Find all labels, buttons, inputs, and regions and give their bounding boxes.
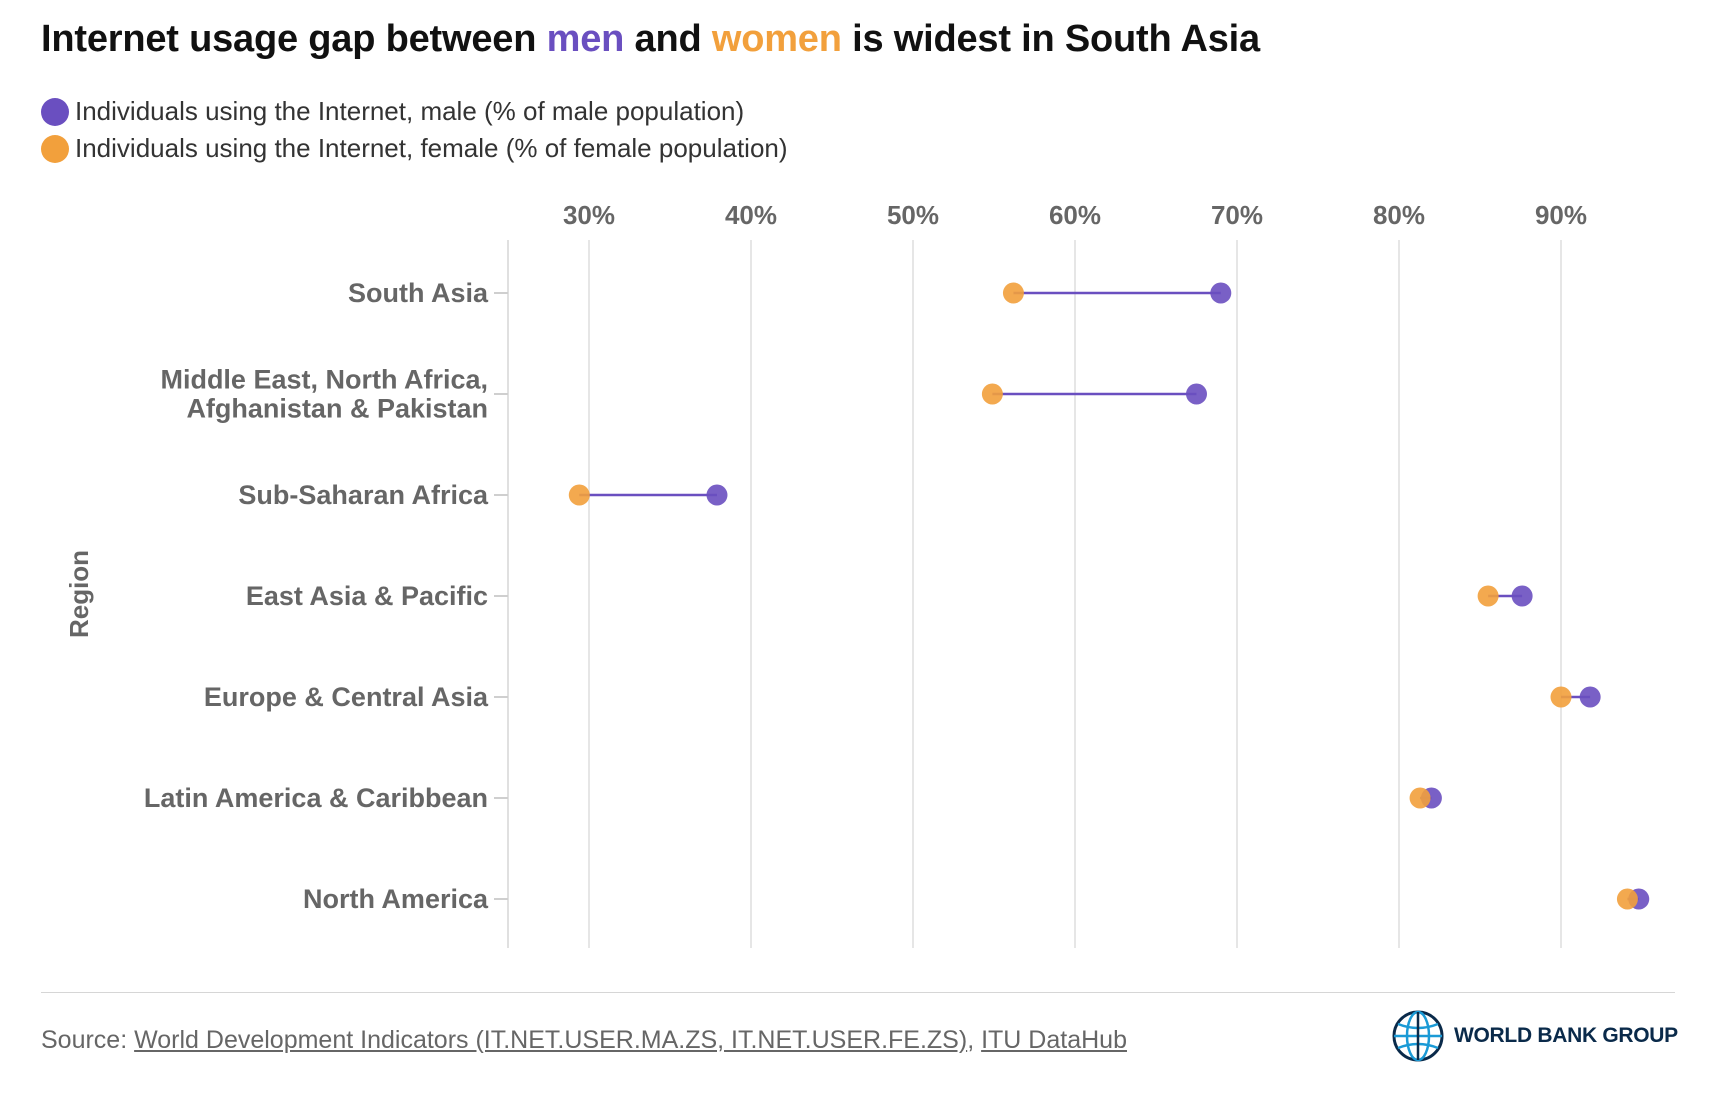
x-tick-label-90: 90% — [1535, 200, 1587, 230]
y-tick-label-6: North America — [303, 884, 489, 914]
x-tick-label-50: 50% — [887, 200, 939, 230]
male-point-3 — [1511, 585, 1533, 607]
source-prefix: Source: — [41, 1026, 135, 1054]
female-point-2 — [568, 484, 590, 506]
y-tick-label-4: Europe & Central Asia — [204, 682, 489, 712]
world-bank-logo[interactable]: WORLD BANK GROUP — [1390, 1008, 1678, 1064]
y-tick-label-line: Middle East, North Africa, — [160, 365, 488, 395]
source-link-itu[interactable]: ITU DataHub — [981, 1026, 1127, 1054]
female-point-0 — [1002, 282, 1024, 304]
y-tick-label-3: East Asia & Pacific — [246, 581, 488, 611]
x-tick-label-80: 80% — [1373, 200, 1425, 230]
legend-dot-male-icon — [41, 97, 69, 126]
logo-text: WORLD BANK GROUP — [1454, 1024, 1678, 1047]
female-point-4 — [1550, 686, 1572, 708]
source-separator: , — [967, 1026, 982, 1054]
legend-label-female: Individuals using the Internet, female (… — [75, 133, 788, 163]
male-point-2 — [706, 484, 728, 506]
title-part1: Internet usage gap between — [41, 18, 547, 60]
title-part2: and — [624, 18, 712, 60]
y-tick-label-line: North America — [303, 884, 489, 914]
female-point-3 — [1477, 585, 1499, 607]
female-point-5 — [1409, 787, 1431, 809]
female-point-1 — [981, 383, 1003, 405]
chart-title: Internet usage gap between men and women… — [41, 18, 1260, 61]
y-tick-label-line: Europe & Central Asia — [204, 682, 489, 712]
legend-item-male[interactable]: Individuals using the Internet, male (% … — [41, 96, 744, 127]
y-tick-label-line: Sub-Saharan Africa — [238, 480, 489, 510]
title-part3: is widest in South Asia — [841, 18, 1260, 60]
y-tick-label-line: Afghanistan & Pakistan — [186, 394, 488, 424]
y-tick-label-0: South Asia — [348, 278, 489, 308]
y-tick-label-2: Sub-Saharan Africa — [238, 480, 489, 510]
x-tick-label-40: 40% — [725, 200, 777, 230]
legend-item-female[interactable]: Individuals using the Internet, female (… — [41, 133, 788, 164]
dumbbell-chart: 30% 40% 50% 60% 70% 80% 90% Region South Asia Mid… — [64, 200, 1650, 948]
x-tick-label-70: 70% — [1211, 200, 1263, 230]
y-tick-label-1: Middle East, North Africa, Afghanistan & … — [160, 365, 488, 424]
y-tick-label-line: South Asia — [348, 278, 489, 308]
y-tick-label-line: East Asia & Pacific — [246, 581, 488, 611]
legend-dot-female-icon — [41, 134, 69, 163]
title-men: men — [546, 18, 625, 60]
male-point-0 — [1210, 282, 1232, 304]
female-point-6 — [1616, 888, 1638, 910]
source-note: Source: World Development Indicators (IT… — [41, 1026, 1127, 1055]
x-tick-label-30: 30% — [563, 200, 615, 230]
legend-label-male: Individuals using the Internet, male (% … — [75, 96, 745, 126]
source-link-wdi[interactable]: World Development Indicators (IT.NET.USE… — [134, 1026, 968, 1054]
y-tick-label-line: Latin America & Caribbean — [144, 783, 488, 813]
title-women: women — [711, 18, 842, 60]
male-point-4 — [1579, 686, 1601, 708]
male-point-1 — [1186, 383, 1207, 405]
y-tick-label-5: Latin America & Caribbean — [144, 783, 488, 813]
x-tick-label-60: 60% — [1049, 200, 1101, 230]
footer-divider — [41, 992, 1675, 993]
globe-icon — [1392, 1010, 1444, 1062]
y-axis-title: Region — [64, 550, 94, 638]
